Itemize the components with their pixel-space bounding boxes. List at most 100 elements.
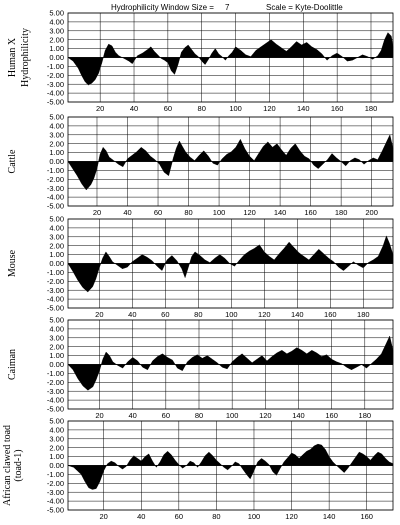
y-tick-label: 5.00: [49, 316, 64, 325]
hydrophilicity-area: [67, 443, 394, 490]
y-tick-label: -2.00: [47, 378, 64, 387]
x-tick-label: 120: [263, 104, 276, 113]
x-tick-label: 60: [161, 310, 169, 319]
x-tick-label: 100: [248, 512, 261, 521]
y-tick-label: 1.00: [49, 452, 64, 461]
x-tick-label: 160: [324, 310, 337, 319]
y-tick-label: 5.00: [49, 215, 64, 224]
x-tick-label: 140: [274, 208, 287, 217]
y-tick-label: 3.00: [49, 26, 64, 35]
y-tick-label: 5.00: [49, 9, 64, 18]
y-tick-label: -1.00: [47, 268, 64, 277]
x-tick-label: 120: [285, 512, 298, 521]
y-tick-label: -4.00: [47, 89, 64, 98]
x-tick-label: 120: [258, 310, 271, 319]
window-size-value: 7: [225, 3, 230, 12]
y-tick-label: 0.00: [49, 259, 64, 268]
y-tick-label: -2.00: [47, 71, 64, 80]
y-tick-label: -3.00: [47, 80, 64, 89]
y-tick-label: 0.00: [49, 53, 64, 62]
y-tick-label: 4.00: [49, 224, 64, 233]
y-tick-label: -1.00: [47, 369, 64, 378]
x-tick-label: 60: [154, 208, 162, 217]
y-tick-label: 3.00: [49, 434, 64, 443]
species-label: Cattle: [7, 149, 18, 173]
x-tick-label: 200: [365, 208, 378, 217]
y-tick-label: 4.00: [49, 18, 64, 27]
x-tick-label: 140: [323, 512, 336, 521]
y-tick-label: -2.00: [47, 175, 64, 184]
y-tick-label: 2.00: [49, 342, 64, 351]
y-tick-label: -5.00: [47, 405, 64, 414]
x-tick-label: 40: [128, 310, 136, 319]
species-label: Human X: [7, 37, 18, 77]
species-label-line: (toad-1): [13, 449, 24, 481]
y-tick-label: -4.00: [47, 497, 64, 506]
y-tick-label: 1.00: [49, 351, 64, 360]
y-tick-label: -4.00: [47, 295, 64, 304]
y-tick-label: -5.00: [47, 506, 64, 515]
y-tick-label: -3.00: [47, 184, 64, 193]
chart-panel: 5.004.003.002.001.000.00-1.00-2.00-3.00-…: [2, 417, 394, 521]
y-tick-label: -3.00: [47, 488, 64, 497]
chart-panel: 5.004.003.002.001.000.00-1.00-2.00-3.00-…: [7, 9, 394, 113]
chart-panel: 5.004.003.002.001.000.00-1.00-2.00-3.00-…: [7, 215, 394, 319]
y-tick-label: -1.00: [47, 166, 64, 175]
chart-panel: 5.004.003.002.001.000.00-1.00-2.00-3.00-…: [7, 316, 394, 420]
x-tick-label: 180: [335, 208, 348, 217]
y-axis-label: Hydrophilicity: [20, 28, 31, 87]
x-tick-label: 20: [93, 208, 101, 217]
y-tick-label: -2.00: [47, 277, 64, 286]
y-tick-label: 0.00: [49, 157, 64, 166]
chart-panel: 5.004.003.002.001.000.00-1.00-2.00-3.00-…: [7, 113, 394, 217]
x-tick-label: 100: [225, 310, 238, 319]
y-tick-label: 4.00: [49, 325, 64, 334]
x-tick-label: 20: [96, 104, 104, 113]
y-tick-label: -3.00: [47, 387, 64, 396]
y-tick-label: 2.00: [49, 241, 64, 250]
species-label-line: African clawed toad: [2, 425, 13, 506]
species-label: Caiman: [7, 349, 18, 380]
y-tick-label: -3.00: [47, 286, 64, 295]
x-tick-label: 120: [243, 208, 256, 217]
y-tick-label: 3.00: [49, 130, 64, 139]
x-tick-label: 120: [259, 411, 272, 420]
y-tick-label: 2.00: [49, 443, 64, 452]
x-tick-label: 180: [359, 411, 372, 420]
y-tick-label: 1.00: [49, 148, 64, 157]
scale-label: Scale = Kyte-Doolittle: [266, 3, 343, 12]
y-tick-label: -2.00: [47, 479, 64, 488]
x-tick-label: 160: [360, 512, 373, 521]
x-tick-label: 180: [357, 310, 370, 319]
x-tick-label: 40: [130, 104, 138, 113]
y-tick-label: -5.00: [47, 202, 64, 211]
window-size-label: Hydrophilicity Window Size =: [111, 3, 214, 12]
x-tick-label: 20: [95, 411, 103, 420]
y-tick-label: -1.00: [47, 62, 64, 71]
x-tick-label: 100: [229, 104, 242, 113]
y-tick-label: 2.00: [49, 35, 64, 44]
x-tick-label: 160: [331, 104, 344, 113]
y-tick-label: -4.00: [47, 193, 64, 202]
x-tick-label: 40: [128, 411, 136, 420]
x-tick-label: 20: [95, 310, 103, 319]
x-tick-label: 80: [194, 310, 202, 319]
charts-group: 5.004.003.002.001.000.00-1.00-2.00-3.00-…: [2, 9, 394, 521]
y-tick-label: 2.00: [49, 139, 64, 148]
y-tick-label: 0.00: [49, 360, 64, 369]
x-tick-label: 80: [198, 104, 206, 113]
x-tick-label: 80: [195, 411, 203, 420]
y-tick-label: 5.00: [49, 417, 64, 426]
x-tick-label: 60: [164, 104, 172, 113]
y-tick-label: 4.00: [49, 426, 64, 435]
y-tick-label: -4.00: [47, 396, 64, 405]
x-tick-label: 160: [325, 411, 338, 420]
x-tick-label: 100: [226, 411, 239, 420]
y-tick-label: 5.00: [49, 113, 64, 122]
x-tick-label: 60: [175, 512, 183, 521]
species-label: Mouse: [7, 249, 18, 277]
x-tick-label: 180: [365, 104, 378, 113]
x-tick-label: 40: [137, 512, 145, 521]
x-tick-label: 80: [184, 208, 192, 217]
